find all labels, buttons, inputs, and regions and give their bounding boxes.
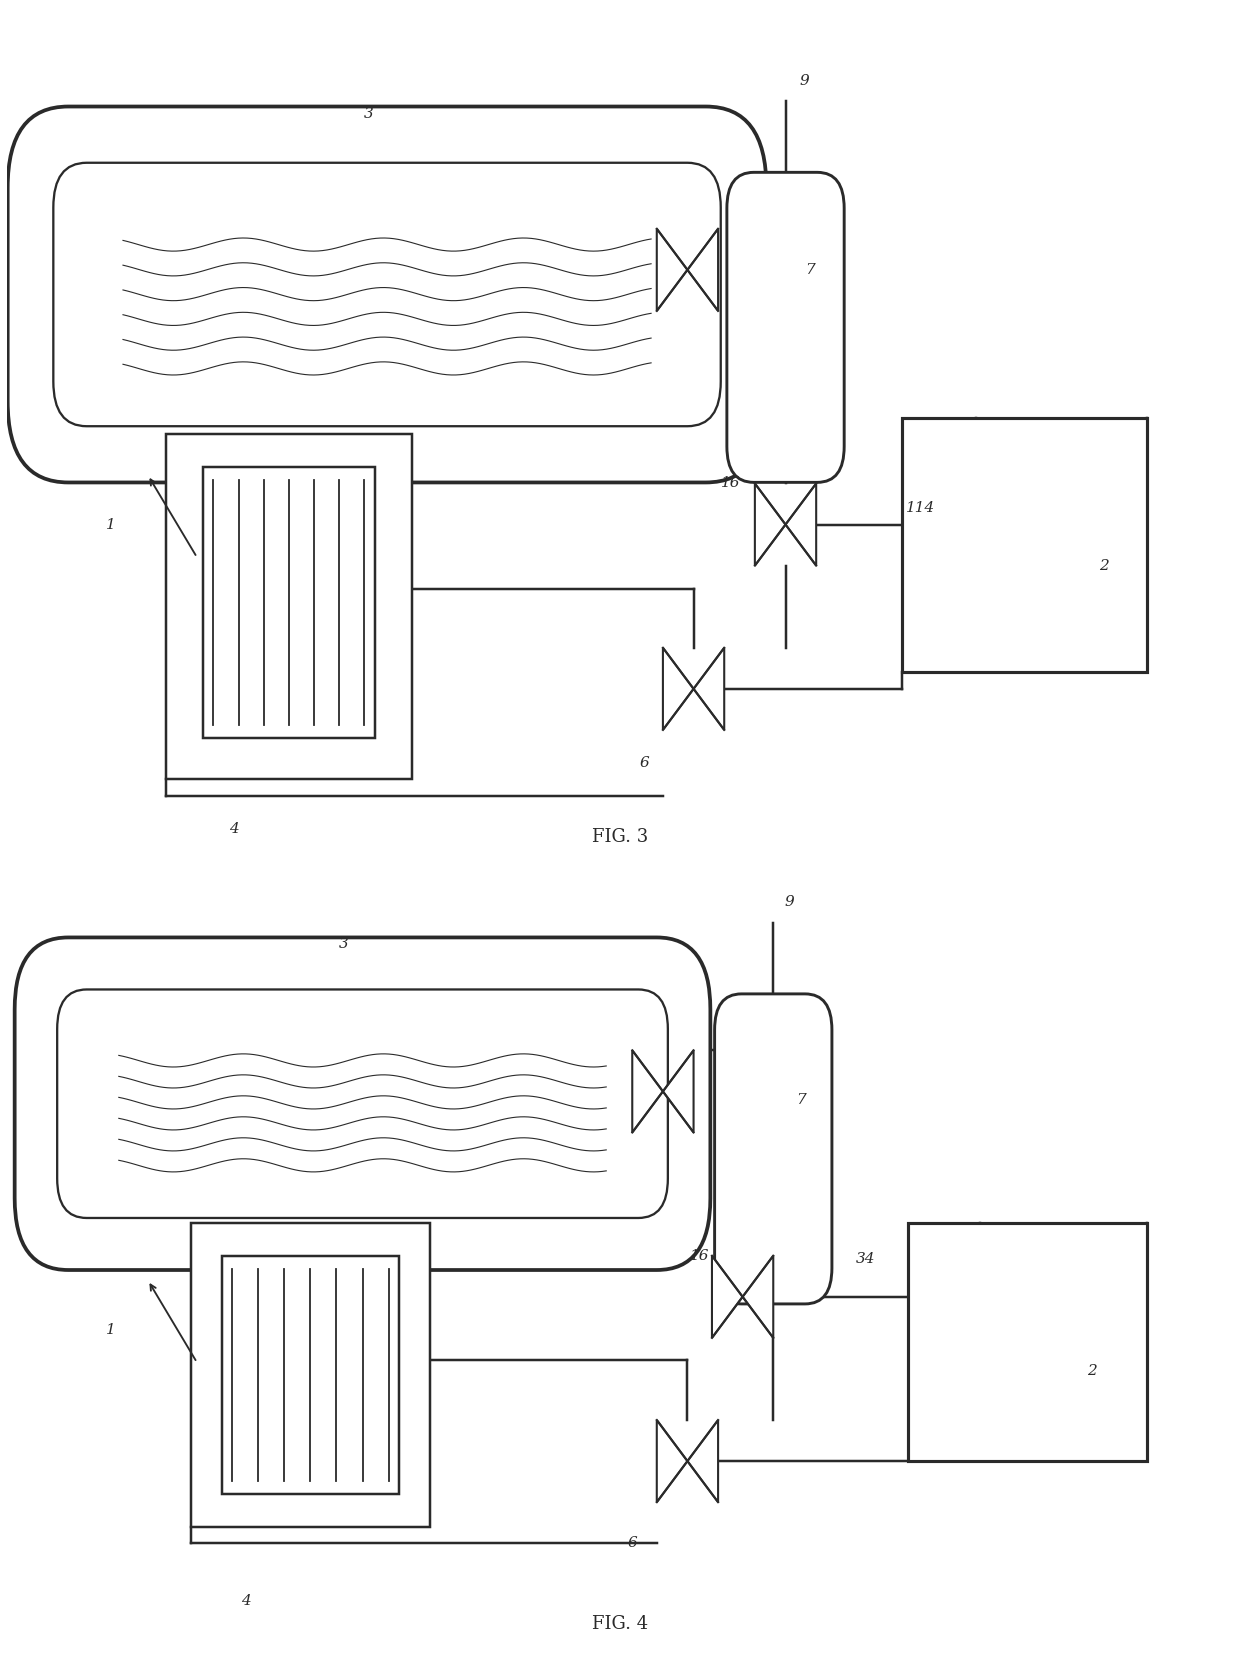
Text: 26: 26: [598, 214, 618, 227]
Text: 5: 5: [315, 658, 325, 671]
Text: 3: 3: [363, 106, 373, 121]
Bar: [191, 1223, 430, 1526]
Bar: [203, 467, 374, 737]
Polygon shape: [785, 484, 816, 565]
Polygon shape: [663, 648, 693, 731]
Text: 114: 114: [905, 500, 935, 515]
Text: 6: 6: [627, 1536, 637, 1551]
Polygon shape: [755, 484, 785, 565]
FancyBboxPatch shape: [53, 162, 720, 426]
Text: 1: 1: [107, 1322, 117, 1337]
Polygon shape: [687, 1420, 718, 1503]
Polygon shape: [663, 1051, 693, 1132]
Polygon shape: [743, 1256, 774, 1337]
FancyBboxPatch shape: [714, 994, 832, 1304]
Text: 7: 7: [796, 1092, 806, 1107]
Text: 16: 16: [689, 1249, 709, 1263]
Text: 4: 4: [229, 822, 238, 835]
Text: 4: 4: [241, 1594, 250, 1607]
Text: 1: 1: [107, 517, 117, 532]
Polygon shape: [632, 1051, 663, 1132]
Text: 6: 6: [640, 756, 650, 771]
Text: 3: 3: [340, 936, 348, 951]
Text: 34: 34: [856, 1253, 875, 1266]
FancyBboxPatch shape: [727, 172, 844, 482]
Text: 7: 7: [805, 263, 815, 277]
Text: FIG. 4: FIG. 4: [591, 1616, 649, 1632]
Text: 2: 2: [1100, 558, 1110, 573]
Polygon shape: [693, 648, 724, 731]
Polygon shape: [712, 1256, 743, 1337]
Text: 26: 26: [579, 1039, 599, 1052]
Bar: [166, 434, 412, 779]
Text: 2: 2: [1087, 1364, 1097, 1377]
FancyBboxPatch shape: [57, 989, 668, 1218]
FancyBboxPatch shape: [7, 106, 766, 482]
Bar: [222, 1256, 399, 1495]
Polygon shape: [657, 1420, 687, 1503]
Text: FIG. 3: FIG. 3: [591, 828, 649, 845]
Text: 9: 9: [799, 75, 808, 88]
Bar: [901, 418, 1147, 673]
FancyBboxPatch shape: [15, 938, 711, 1269]
Bar: [908, 1223, 1147, 1461]
Text: 16: 16: [720, 477, 740, 490]
Polygon shape: [657, 229, 687, 312]
Polygon shape: [687, 229, 718, 312]
Text: 5: 5: [303, 1455, 312, 1468]
Text: 9: 9: [785, 895, 794, 910]
